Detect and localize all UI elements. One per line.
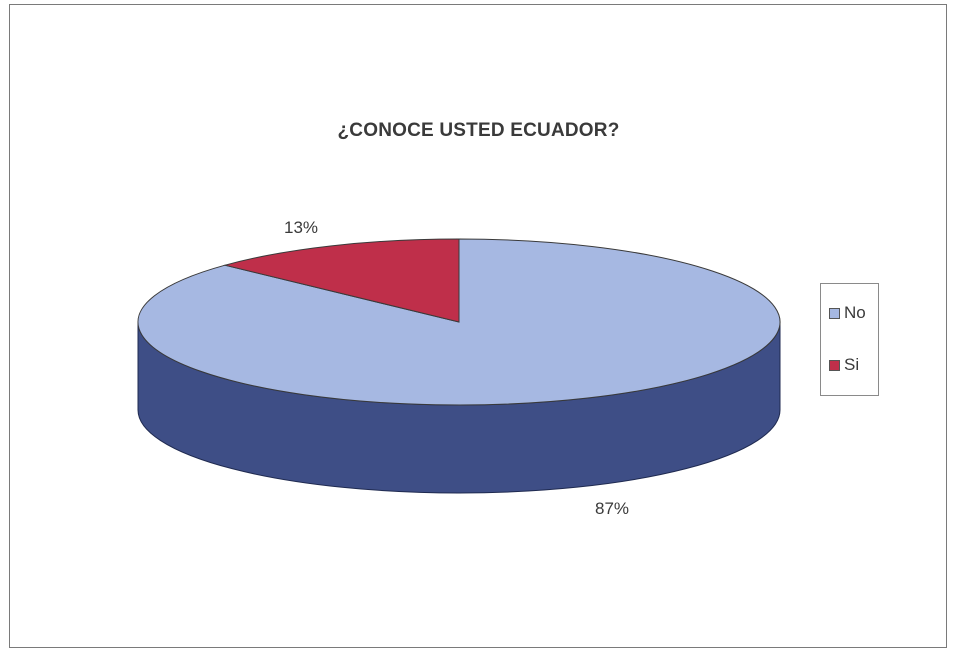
pie-slice-si <box>223 238 460 323</box>
chart-title: ¿CONOCE USTED ECUADOR? <box>337 120 620 141</box>
data-label-si: 13% <box>284 218 318 237</box>
legend-swatch-si <box>829 359 840 371</box>
pie-labels-group: 87% 13% <box>284 218 629 518</box>
legend-label-si: Si <box>844 355 860 374</box>
legend-label-no: No <box>844 303 866 322</box>
legend-swatch-no <box>829 307 840 319</box>
legend-item-si: Si <box>829 355 859 375</box>
data-label-no: 87% <box>595 499 629 518</box>
legend: No Si <box>820 283 879 396</box>
legend-item-no: No <box>829 303 866 323</box>
pie-top-group <box>137 238 781 406</box>
